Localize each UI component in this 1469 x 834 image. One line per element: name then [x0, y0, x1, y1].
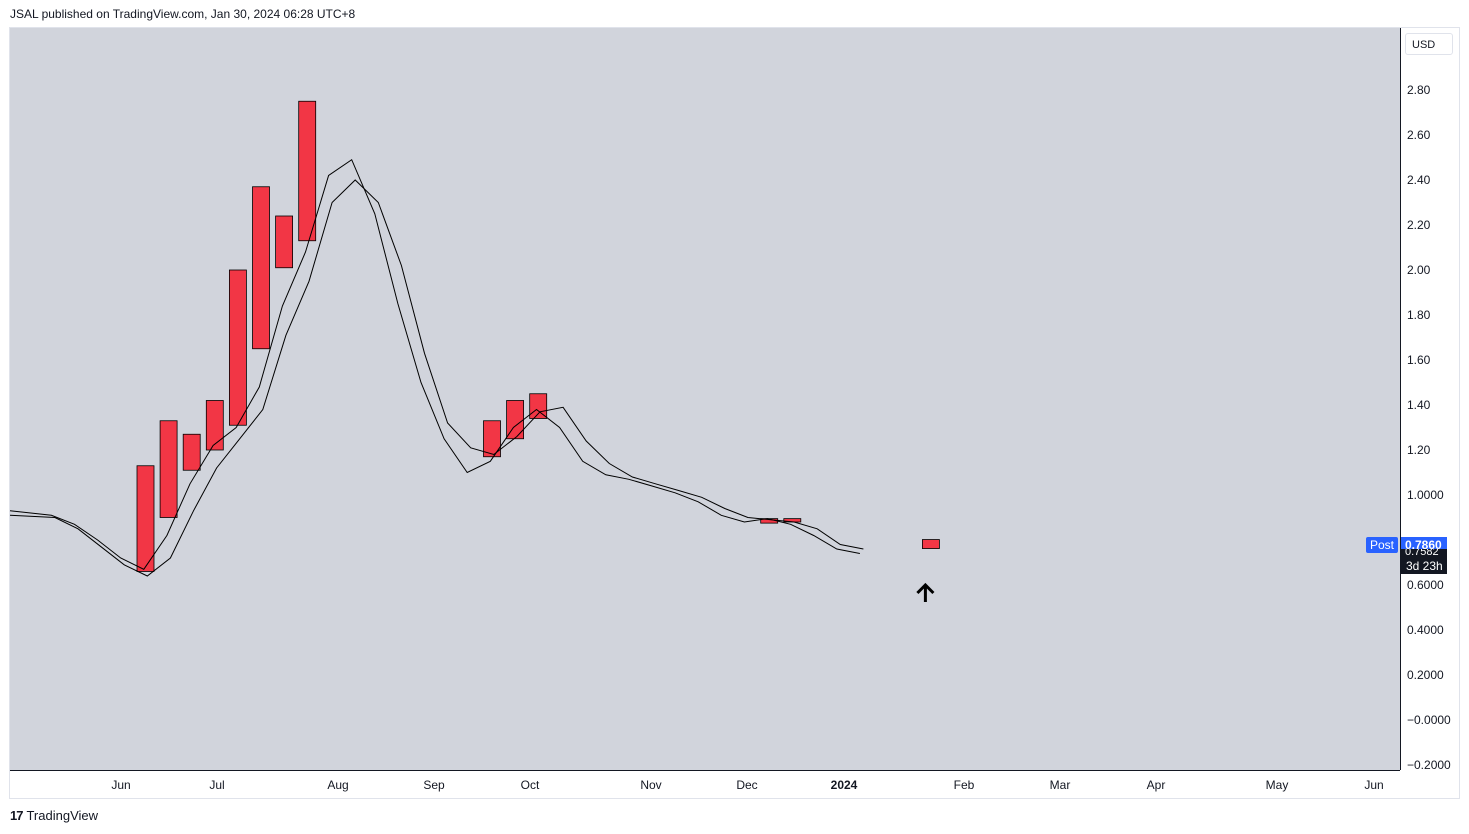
bar-countdown: 3d 23h: [1401, 558, 1447, 574]
time-tick-label: Oct: [520, 778, 540, 792]
price-tick-label: 1.60: [1407, 353, 1431, 367]
time-tick-label: Nov: [640, 778, 662, 792]
candle-bar: [159, 420, 178, 518]
secondary-price-badge: 0.7582: [1401, 549, 1447, 558]
price-tick-label: 1.20: [1407, 443, 1431, 457]
time-tick-label: Aug: [327, 778, 349, 792]
time-tick-label: May: [1265, 778, 1289, 792]
time-tick-label: Sep: [423, 778, 445, 792]
candle-bar: [136, 465, 155, 572]
price-tick-label: 1.80: [1407, 308, 1431, 322]
currency-button[interactable]: USD: [1405, 33, 1453, 55]
candle-bar: [228, 269, 247, 426]
time-tick-label: Jul: [209, 778, 225, 792]
post-market-badge: Post: [1366, 537, 1399, 553]
price-tick-label: 1.0000: [1407, 488, 1444, 502]
price-tick-label: 1.40: [1407, 398, 1431, 412]
up-arrow-icon: [916, 582, 935, 602]
price-tick-label: 2.80: [1407, 83, 1431, 97]
price-tick-label: 2.20: [1407, 218, 1431, 232]
time-axis[interactable]: [10, 770, 1400, 798]
footer-brand: TradingView: [26, 808, 99, 823]
time-tick-label: Apr: [1146, 778, 1166, 792]
publish-header: JSAL published on TradingView.com, Jan 3…: [10, 7, 356, 21]
price-tick-label: −0.0000: [1407, 713, 1451, 727]
candle-bar: [252, 186, 270, 350]
tradingview-logo-icon: 17: [10, 808, 24, 823]
footer[interactable]: 17 TradingView: [10, 808, 98, 823]
price-tick-label: 0.4000: [1407, 623, 1444, 637]
price-tick-label: 0.6000: [1407, 578, 1444, 592]
price-tick-label: 2.00: [1407, 263, 1431, 277]
price-axis[interactable]: [1400, 28, 1459, 770]
time-tick-label: Mar: [1049, 778, 1071, 792]
time-tick-label: Jun: [1364, 778, 1384, 792]
price-tick-label: −0.2000: [1407, 758, 1451, 772]
time-tick-label: Jun: [111, 778, 131, 792]
candle-bar: [922, 539, 940, 549]
candle-bar: [182, 433, 201, 471]
chart-frame: [9, 27, 1460, 799]
candle-bar: [205, 400, 224, 451]
time-tick-label: 2024: [830, 778, 858, 792]
candle-bar: [483, 420, 501, 458]
candle-bar: [529, 393, 548, 419]
price-tick-label: 2.60: [1407, 128, 1431, 142]
time-tick-label: Dec: [736, 778, 758, 792]
moving-average-line: [9, 158, 860, 570]
candle-bar: [275, 215, 294, 269]
price-tick-label: 2.40: [1407, 173, 1431, 187]
price-tick-label: 0.2000: [1407, 668, 1444, 682]
candle-bar: [298, 100, 317, 242]
moving-average-line: [9, 179, 864, 577]
time-tick-label: Feb: [953, 778, 975, 792]
